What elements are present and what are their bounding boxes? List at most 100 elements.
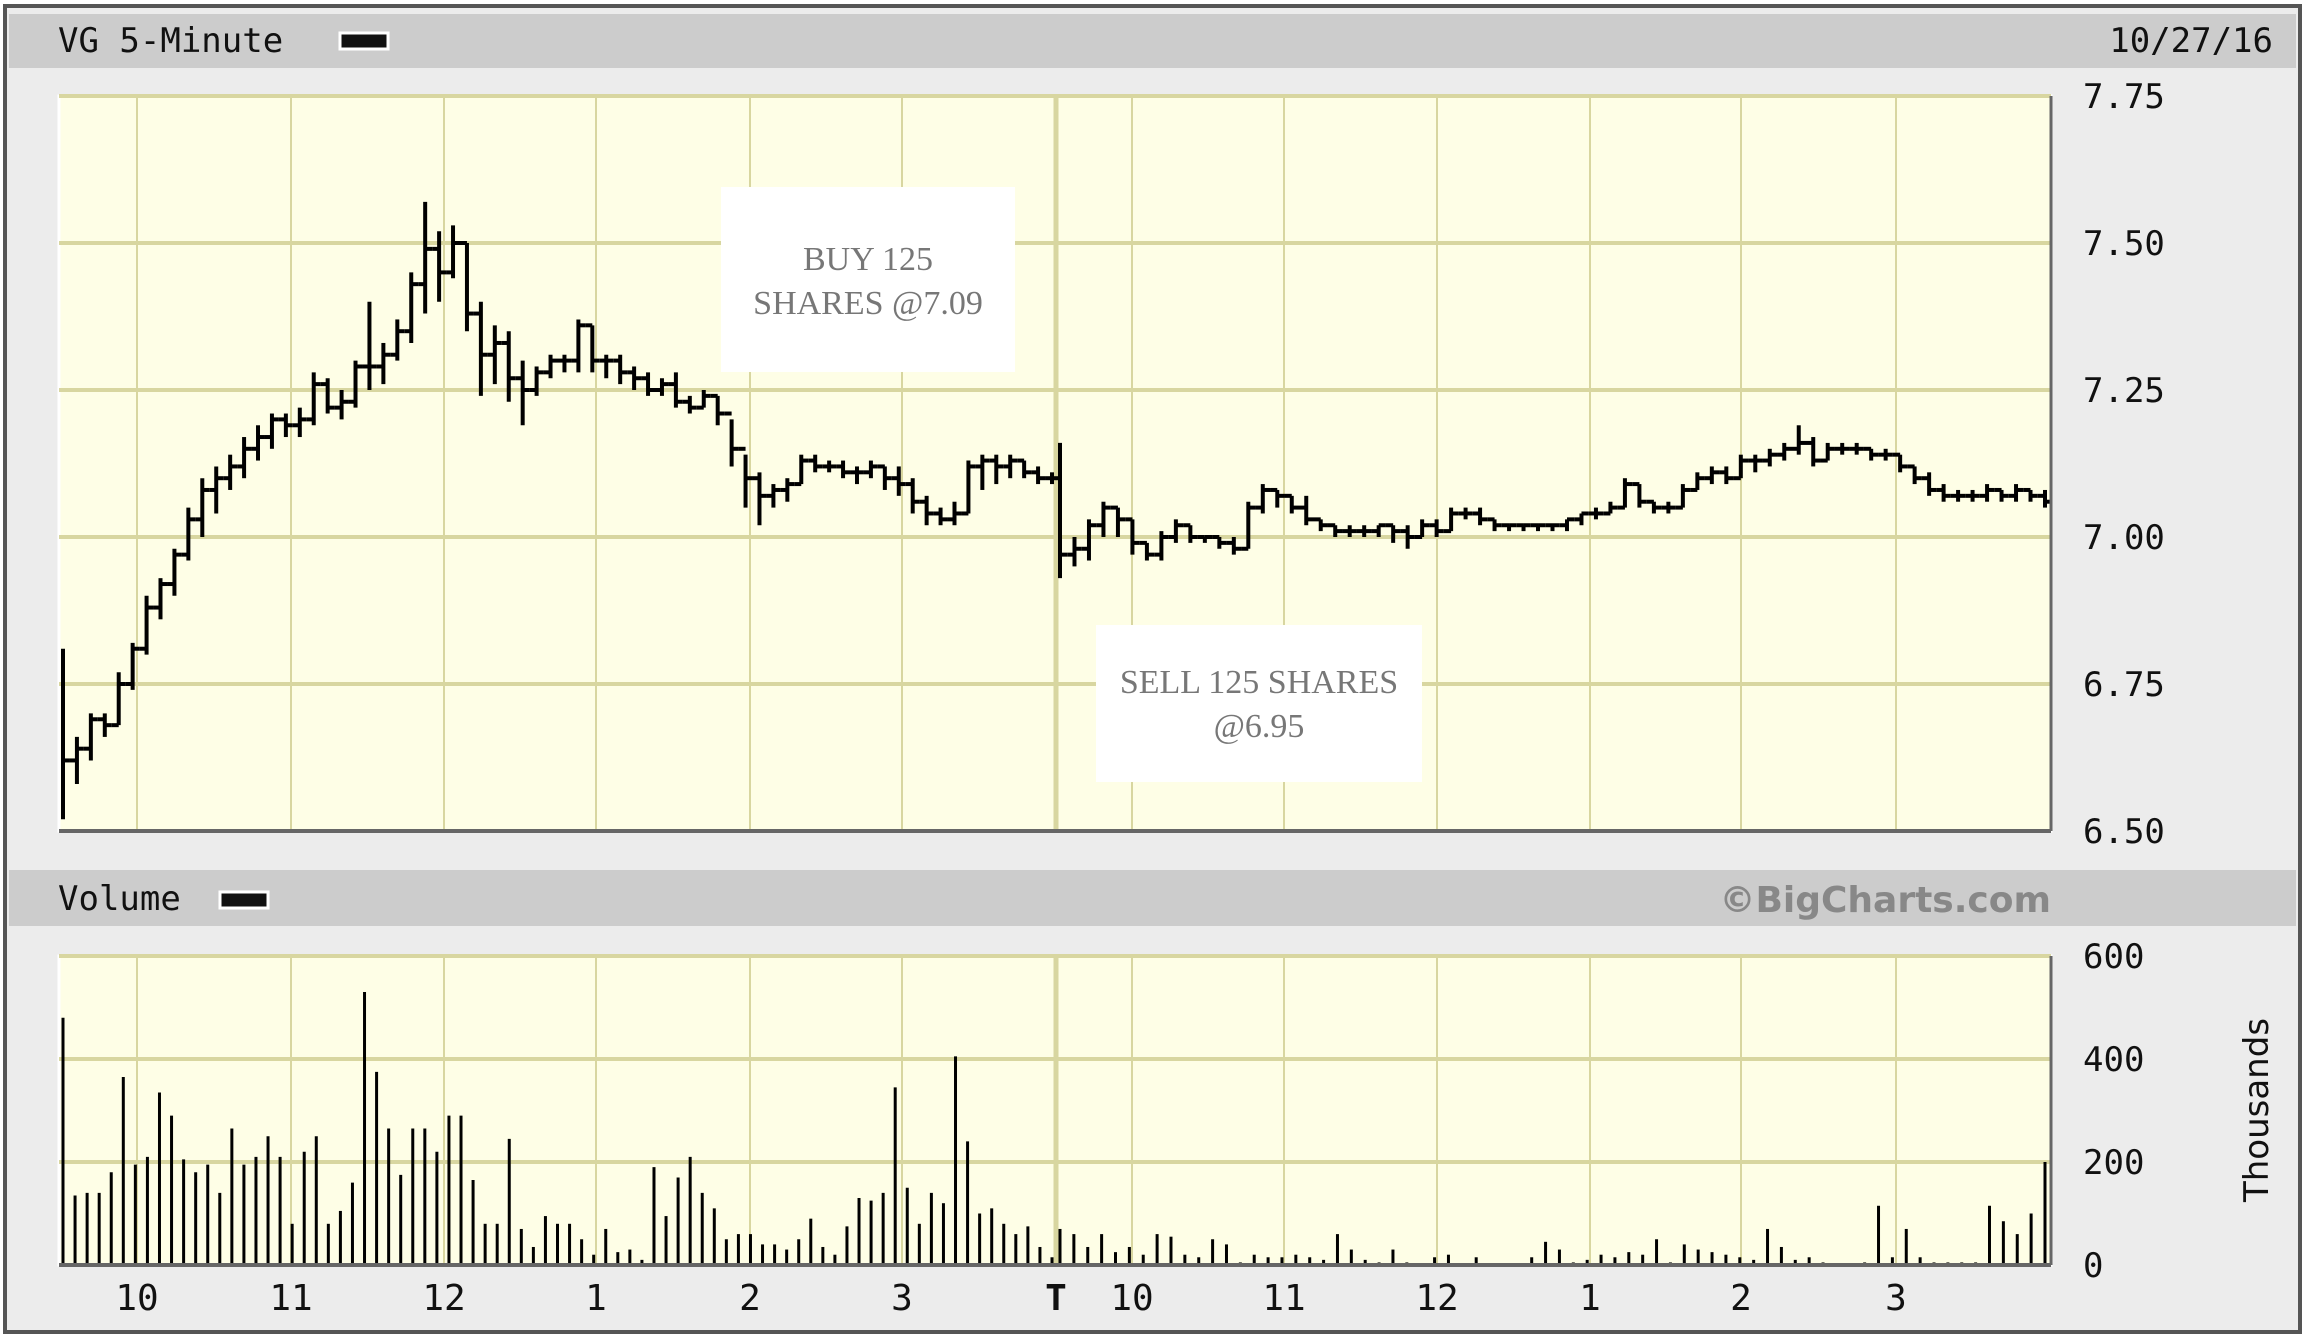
price-bar (766, 484, 781, 508)
price-y-tick-label: 7.50 (2083, 224, 2165, 264)
price-bar (1834, 442, 1850, 455)
price-bar (1719, 466, 1734, 485)
price-header-bar (9, 14, 2296, 68)
price-bar (223, 454, 238, 490)
price-bar (808, 454, 823, 473)
price-bar (1501, 523, 1517, 532)
price-bar (1487, 517, 1502, 532)
x-tick-day-marker: T (1045, 1278, 1067, 1319)
price-bar (1574, 511, 1589, 526)
price-bar (515, 360, 530, 426)
price-bar (1733, 454, 1749, 481)
x-axis: 10 11 12 1 2 3 T 10 11 12 1 2 3 (115, 1278, 1907, 1319)
price-bar (2008, 484, 2024, 502)
price-bar (724, 411, 739, 467)
chart-title: VG 5-Minute (58, 21, 283, 61)
price-bar (543, 354, 558, 379)
price-bar (627, 366, 642, 390)
price-bar (1313, 517, 1328, 532)
price-bar (529, 366, 544, 396)
x-tick-label: 10 (1110, 1278, 1153, 1319)
price-bar (418, 201, 433, 314)
price-bar (1139, 540, 1155, 561)
price-bar (655, 378, 669, 396)
price-bar (1530, 523, 1546, 532)
price-bar (195, 478, 210, 537)
price-bar (97, 713, 112, 737)
price-bar (473, 301, 488, 396)
price-bar (877, 464, 892, 490)
bigcharts-watermark: ©BigCharts.com (1719, 880, 2051, 921)
volume-title: Volume (58, 879, 181, 919)
price-bar (1617, 478, 1633, 510)
price-bar (278, 413, 293, 438)
price-y-axis: 7.75 7.50 7.25 7.00 6.75 6.50 (2083, 77, 2165, 852)
price-bar (334, 390, 349, 420)
price-bar (780, 478, 795, 502)
price-bar (348, 360, 363, 408)
price-y-tick-label: 7.75 (2083, 77, 2165, 117)
price-bar (61, 648, 70, 820)
volume-y-axis-label: Thousands (2237, 1018, 2277, 1203)
volume-y-tick-label: 400 (2083, 1040, 2144, 1080)
price-bar (1067, 537, 1082, 567)
price-bar (1154, 531, 1169, 561)
price-bar (111, 672, 126, 728)
price-bar (390, 319, 405, 361)
price-bar (1045, 472, 1059, 485)
volume-legend-swatch-icon (218, 890, 270, 910)
price-bar (1675, 484, 1691, 510)
price-bar (446, 225, 460, 279)
price-bar (1110, 505, 1126, 537)
price-bar (571, 319, 586, 373)
price-bar (69, 736, 84, 784)
price-bar (181, 507, 196, 561)
price-y-tick-label: 6.75 (2083, 665, 2165, 705)
price-bar (320, 378, 335, 414)
price-bar (251, 425, 265, 461)
price-bar (1125, 517, 1140, 555)
price-bar (376, 342, 391, 385)
price-bar (404, 272, 419, 343)
x-tick-label: 12 (422, 1278, 465, 1319)
price-bar (125, 642, 140, 690)
x-tick-label: 3 (891, 1278, 913, 1319)
price-bar (1965, 489, 1980, 502)
x-tick-label: 11 (269, 1278, 312, 1319)
price-bar (1414, 519, 1430, 539)
price-bar (1183, 523, 1198, 543)
price-bar (1632, 482, 1647, 508)
price-bar (641, 372, 656, 396)
price-bar (292, 407, 307, 438)
price-bar (1791, 425, 1806, 455)
price-bar (1017, 458, 1032, 479)
price-bar (1704, 466, 1720, 485)
price-bar (668, 372, 683, 408)
price-bar (836, 460, 851, 479)
price-bar (1690, 472, 1705, 492)
price-bar (1588, 507, 1604, 520)
price-bar (1168, 519, 1184, 543)
sell-annotation-line1: SELL 125 SHARES (1120, 664, 1398, 701)
x-tick-label: 12 (1415, 1278, 1458, 1319)
price-bar (1284, 493, 1300, 514)
price-bar (1197, 535, 1213, 543)
price-bar (919, 495, 934, 526)
buy-annotation-line2: SHARES @7.09 (753, 285, 983, 322)
x-tick-label: 2 (1730, 1278, 1752, 1319)
x-tick-label: 11 (1262, 1278, 1305, 1319)
price-bar (83, 713, 98, 761)
price-bar (1777, 442, 1792, 461)
price-bar (933, 507, 948, 526)
price-bars (61, 201, 2053, 820)
price-bar (1356, 525, 1372, 537)
volume-y-tick-label: 0 (2083, 1246, 2103, 1286)
price-bar (209, 466, 224, 514)
price-bar (237, 437, 252, 479)
sell-annotation: SELL 125 SHARES @6.95 (1096, 625, 1422, 782)
price-bar (975, 454, 990, 490)
price-bar (891, 466, 906, 496)
price-bar (1400, 525, 1415, 549)
price-bar (1979, 484, 1995, 502)
sell-annotation-line2: @6.95 (1214, 708, 1305, 745)
